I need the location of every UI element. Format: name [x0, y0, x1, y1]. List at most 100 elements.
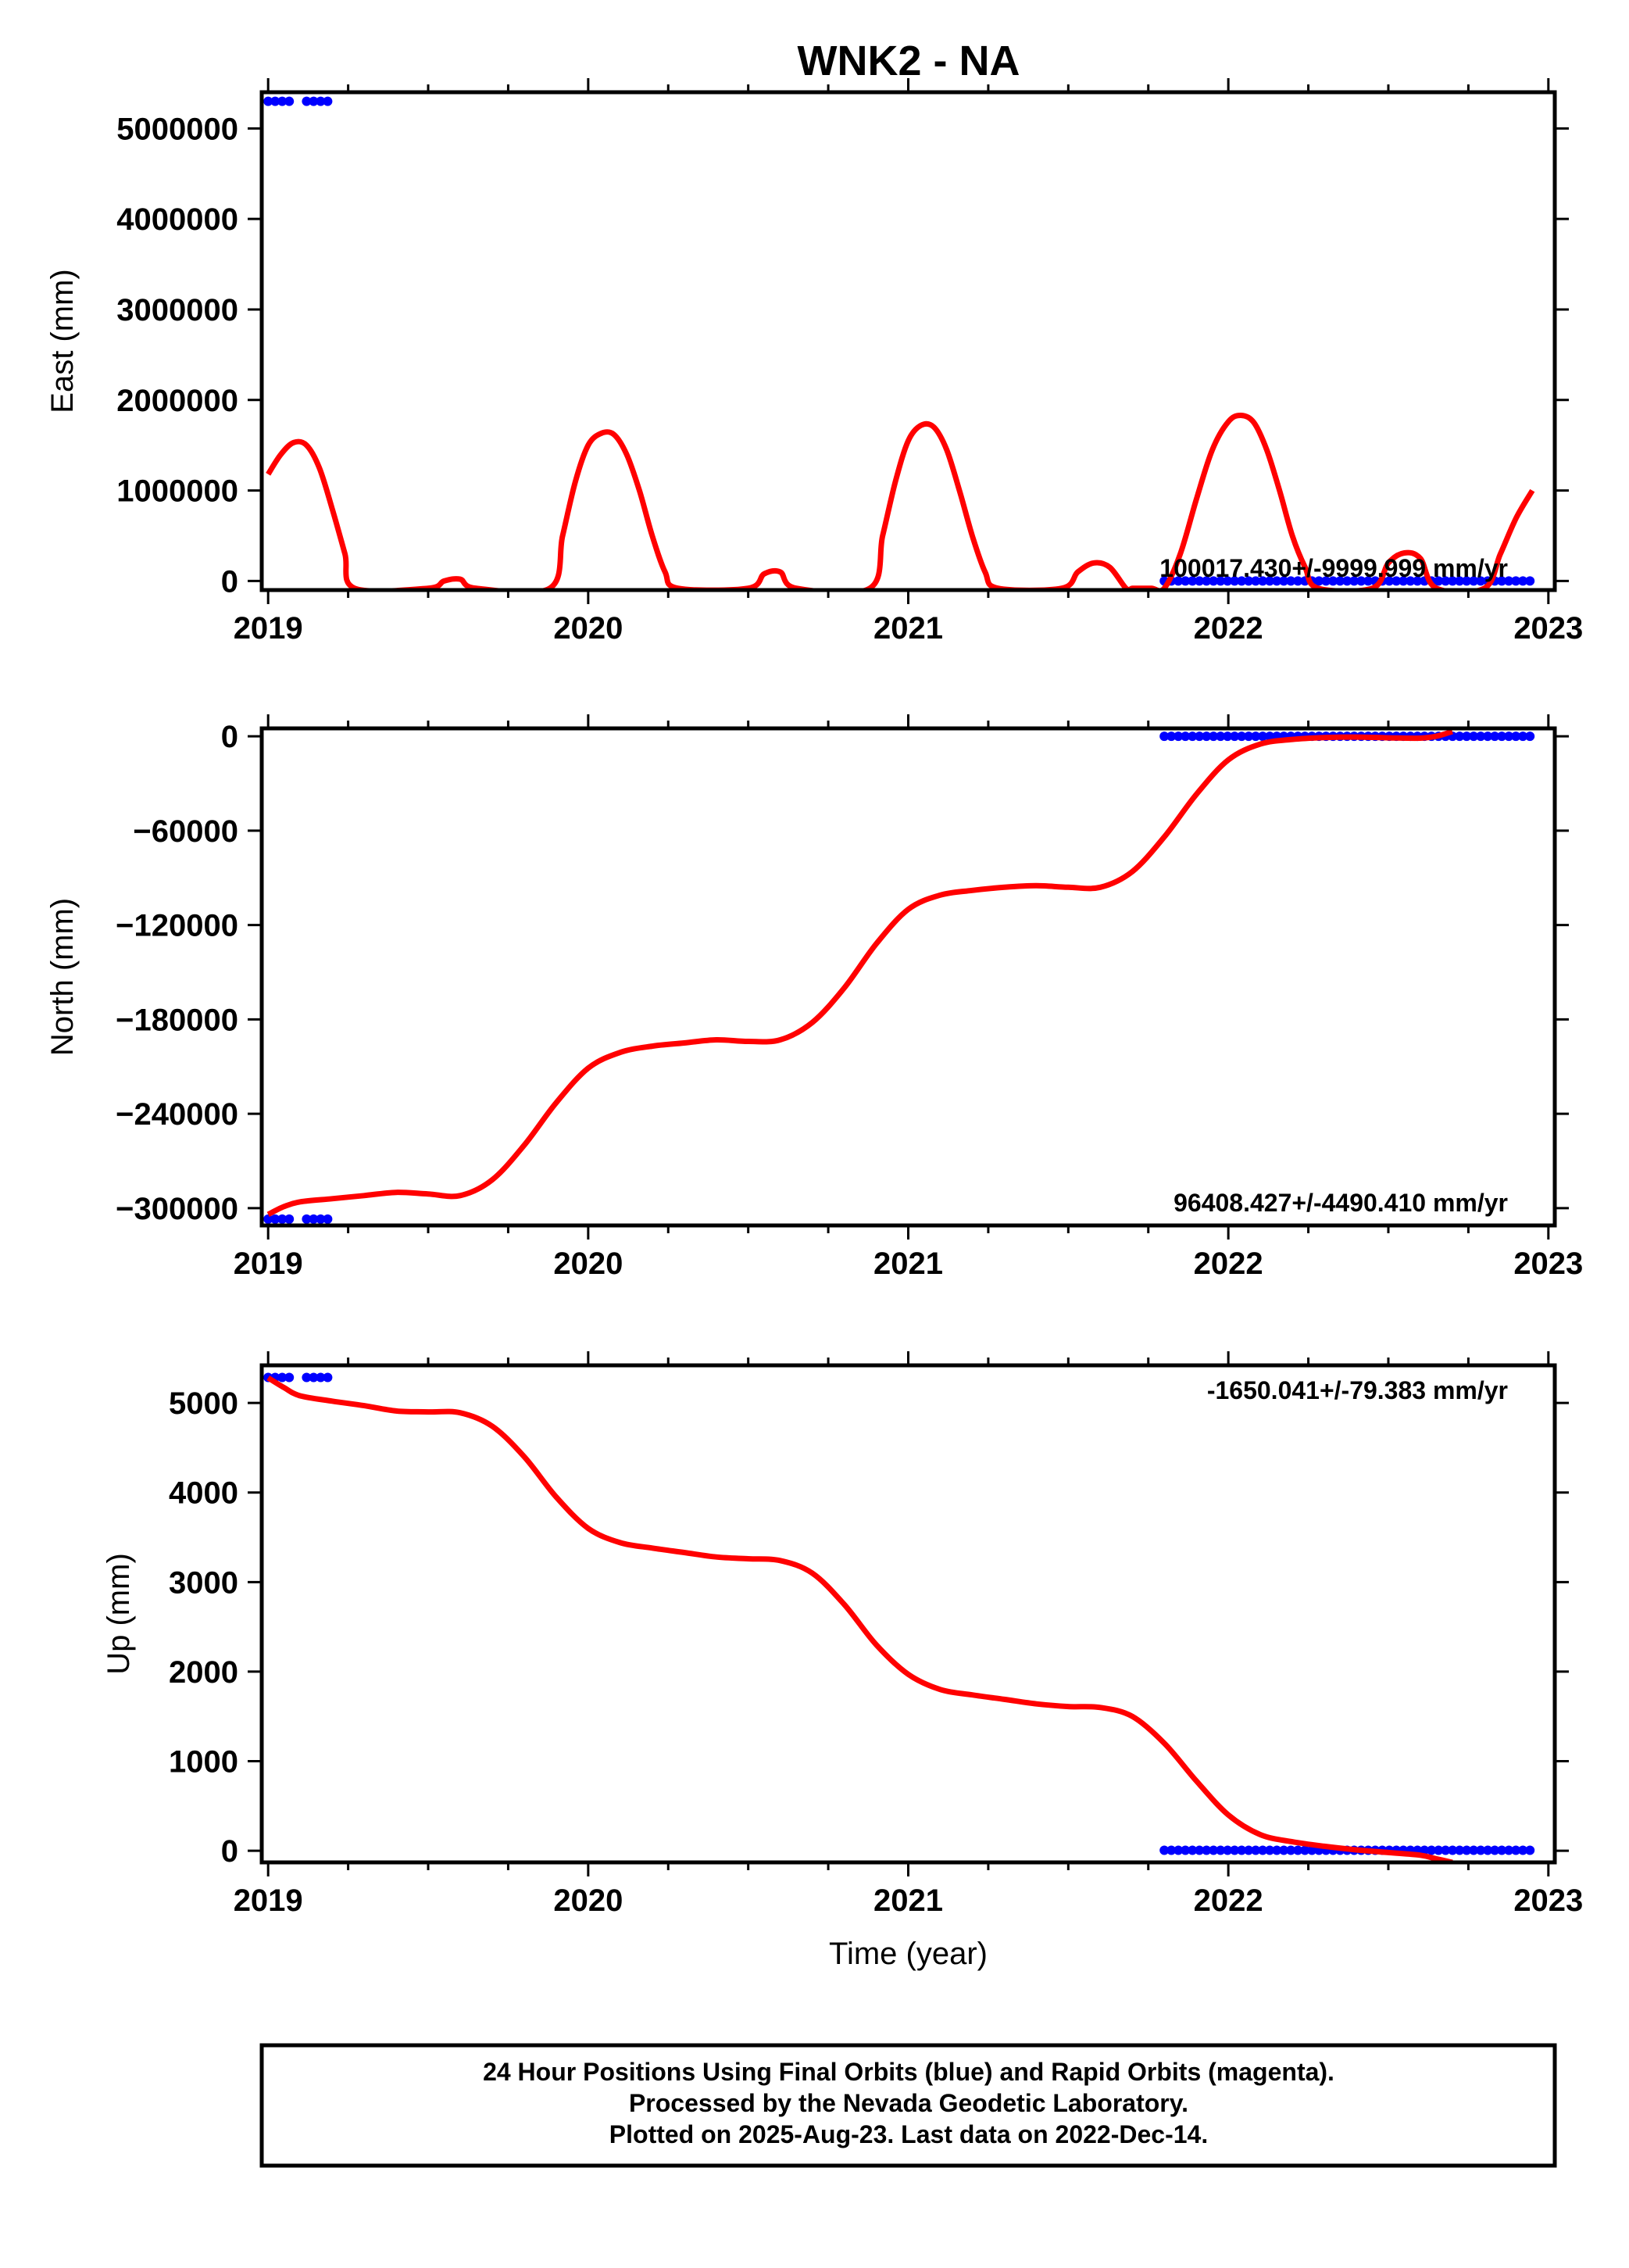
y-tick-label: 4000: [169, 1476, 238, 1511]
y-tick-label: 1000: [169, 1745, 238, 1780]
data-point: [1391, 576, 1402, 586]
data-point: [1413, 576, 1423, 586]
data-point: [284, 1372, 295, 1383]
data-point: [1223, 576, 1233, 586]
data-point: [1497, 1845, 1507, 1855]
data-point: [1265, 1845, 1275, 1855]
model-fit-line: [266, 1375, 1453, 1862]
data-point: [1307, 1845, 1317, 1855]
data-point: [277, 1214, 288, 1224]
plot-area: [263, 1372, 1535, 1862]
data-point: [309, 96, 319, 106]
data-point: [277, 1372, 288, 1383]
data-point: [1314, 576, 1324, 586]
data-point: [1244, 1845, 1254, 1855]
data-point: [1181, 1845, 1191, 1855]
data-point: [1216, 732, 1226, 742]
data-point: [1490, 732, 1500, 742]
data-point: [1265, 576, 1275, 586]
data-point: [323, 96, 333, 106]
caption-line-2: Processed by the Nevada Geodetic Laborat…: [629, 2089, 1188, 2117]
chart-title: WNK2 - NA: [798, 38, 1020, 84]
x-tick-label: 2023: [1513, 1883, 1583, 1918]
data-point: [1525, 576, 1535, 586]
y-tick-label: 5000000: [116, 112, 238, 146]
data-point: [1504, 732, 1514, 742]
y-tick-label: 0: [221, 720, 238, 754]
data-point: [1462, 732, 1472, 742]
velocity-annotation: -1650.041+/-79.383 mm/yr: [1207, 1376, 1508, 1404]
data-point: [1166, 732, 1177, 742]
data-point: [1195, 732, 1205, 742]
data-point: [316, 1214, 326, 1224]
data-point: [1469, 1845, 1479, 1855]
data-point: [1455, 576, 1465, 586]
caption-box: 24 Hour Positions Using Final Orbits (bl…: [259, 2043, 1557, 2168]
data-point: [316, 96, 326, 106]
data-point: [1251, 732, 1261, 742]
data-point: [270, 1214, 280, 1224]
data-point: [1237, 576, 1247, 586]
data-point: [1511, 576, 1521, 586]
data-point: [1244, 576, 1254, 586]
data-point: [1441, 1845, 1451, 1855]
final-orbit-points: [263, 732, 1535, 1224]
data-point: [1434, 1845, 1444, 1855]
caption-line-1: 24 Hour Positions Using Final Orbits (bl…: [483, 2058, 1334, 2086]
data-point: [1504, 576, 1514, 586]
data-point: [1195, 576, 1205, 586]
x-tick-label: 2021: [873, 611, 943, 646]
data-point: [1174, 1845, 1184, 1855]
model-fit-line: [266, 728, 1453, 1218]
y-tick-label: 2000: [169, 1655, 238, 1690]
x-tick-label: 2021: [873, 1247, 943, 1281]
x-tick-label: 2022: [1194, 1883, 1263, 1918]
x-tick-label: 2020: [553, 611, 623, 646]
y-tick-label: 0: [221, 564, 238, 599]
data-point: [1174, 576, 1184, 586]
data-point: [1434, 576, 1444, 586]
data-point: [1406, 576, 1416, 586]
data-point: [302, 1214, 312, 1224]
data-point: [1448, 1845, 1458, 1855]
data-point: [1181, 732, 1191, 742]
data-point: [1202, 576, 1212, 586]
x-tick-label: 2022: [1194, 611, 1263, 646]
data-point: [270, 96, 280, 106]
data-point: [1356, 576, 1366, 586]
data-point: [1293, 576, 1303, 586]
data-point: [1237, 732, 1247, 742]
x-tick-label: 2023: [1513, 611, 1583, 646]
data-point: [1223, 1845, 1233, 1855]
data-point: [1188, 1845, 1198, 1855]
y-tick-label: 3000000: [116, 293, 238, 327]
velocity-annotation: 100017.430+/-9999.999 mm/yr: [1159, 554, 1508, 582]
y-axis-title: Up (mm): [102, 1553, 136, 1675]
data-point: [1202, 1845, 1212, 1855]
data-point: [1293, 1845, 1303, 1855]
data-point: [1251, 1845, 1261, 1855]
data-point: [309, 1372, 319, 1383]
x-axis: 2019 2020 2021 2022 2023: [234, 1351, 1583, 1918]
plot-frame: [259, 90, 1557, 592]
data-point: [1335, 576, 1345, 586]
data-point: [1328, 576, 1338, 586]
data-point: [1230, 732, 1240, 742]
y-tick-label: −240000: [116, 1097, 238, 1132]
data-point: [1448, 576, 1458, 586]
data-point: [1469, 576, 1479, 586]
panel-1: 2019 2020 2021 2022 2023 0 1000000 2000000 30000…: [45, 78, 1583, 646]
y-tick-label: 1000000: [116, 474, 238, 509]
caption-line-3: Plotted on 2025-Aug-23. Last data on 202…: [609, 2120, 1208, 2148]
x-tick-label: 2019: [234, 611, 303, 646]
data-point: [1497, 576, 1507, 586]
data-point: [1188, 732, 1198, 742]
panel-2: 2019 2020 2021 2022 2023 0 −60000 −120000 −18000…: [45, 714, 1583, 1281]
data-point: [1420, 1845, 1430, 1855]
data-point: [1159, 732, 1170, 742]
data-point: [302, 96, 312, 106]
y-axis-title: North (mm): [45, 898, 80, 1056]
data-point: [1462, 576, 1472, 586]
y-tick-label: 0: [221, 1834, 238, 1869]
